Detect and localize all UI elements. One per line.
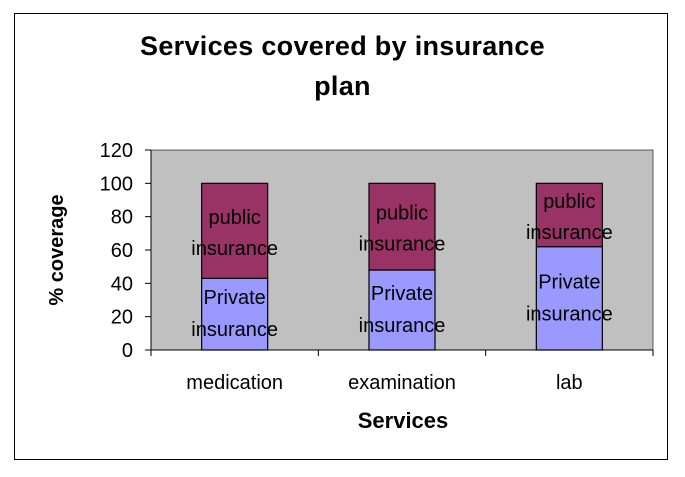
bar-segment-label: insurance <box>526 222 613 244</box>
y-tick-label: 60 <box>111 240 133 262</box>
chart-title-line-2: plan <box>314 71 371 101</box>
y-axis-label: % coverage <box>46 194 68 305</box>
y-tick-label: 80 <box>111 207 133 229</box>
bar-segment-private-medication <box>201 277 269 351</box>
bar-segment-label: insurance <box>359 234 446 256</box>
bars: Private insurance public insurance Private in… <box>191 182 613 351</box>
bar-segment-public-examination <box>368 182 436 271</box>
bar-segment-label: Private <box>538 271 600 293</box>
x-tick-label-examination: examination <box>348 372 456 394</box>
y-tick-label: 20 <box>111 307 133 329</box>
bar-segment-label: insurance <box>359 315 446 337</box>
bar-segment-label: insurance <box>191 319 278 341</box>
x-axis-tick-labels: medication examination lab <box>150 350 654 394</box>
bar-segment-private-lab <box>535 246 603 351</box>
y-tick-label: 100 <box>100 173 133 195</box>
x-tick-label-lab: lab <box>556 372 583 394</box>
y-tick-label: 40 <box>111 273 133 295</box>
bar-segment-label: insurance <box>526 303 613 325</box>
chart-title: Services covered by insurance plan <box>0 26 685 106</box>
bar-segment-label: insurance <box>191 238 278 260</box>
x-axis-label: Services <box>358 408 449 433</box>
bar-segment-public-medication <box>201 182 269 279</box>
x-tick-label-medication: medication <box>186 372 283 394</box>
bar-segment-public-lab <box>535 182 603 248</box>
bar-segment-label: public <box>543 191 595 213</box>
bar-segment-private-examination <box>368 269 436 351</box>
y-axis-ticks: 0 20 40 60 80 100 120 <box>100 140 151 362</box>
bar-segment-label: Private <box>204 287 266 309</box>
y-tick-label: 0 <box>122 340 133 362</box>
bar-segment-label: public <box>209 207 261 229</box>
bar-segment-label: Private <box>371 283 433 305</box>
bar-segment-label: public <box>376 203 428 225</box>
y-tick-label: 120 <box>100 140 133 162</box>
chart-title-line-1: Services covered by insurance <box>140 31 545 61</box>
